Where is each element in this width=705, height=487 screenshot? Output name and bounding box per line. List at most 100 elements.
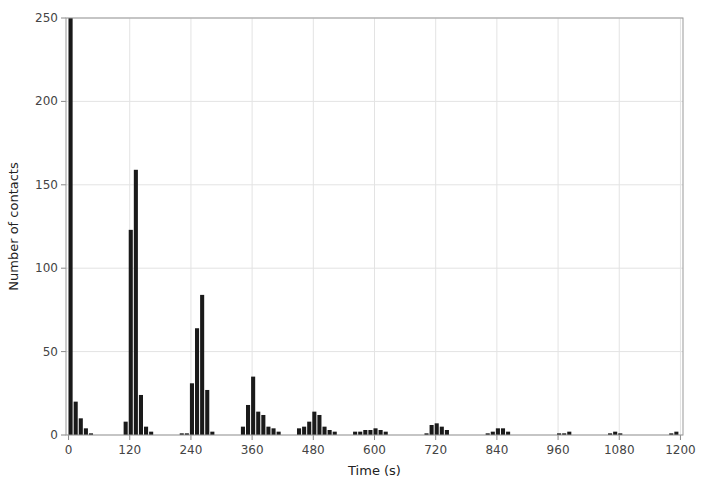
x-tick-label: 120	[118, 443, 141, 457]
bar	[328, 430, 332, 435]
x-tick	[435, 435, 436, 440]
bar	[251, 377, 255, 435]
y-grid-line	[66, 184, 683, 185]
x-grid-line	[558, 18, 559, 435]
bar	[435, 423, 439, 435]
bar	[430, 425, 434, 435]
x-tick	[313, 435, 314, 440]
y-tick-label: 100	[35, 261, 58, 275]
bar	[363, 430, 367, 435]
x-tick-label: 600	[363, 443, 386, 457]
y-tick	[61, 18, 66, 19]
y-tick	[61, 101, 66, 102]
x-grid-line	[252, 18, 253, 435]
bar	[134, 170, 138, 435]
bar	[613, 432, 617, 435]
y-axis-label: Number of contacts	[6, 162, 21, 291]
bar	[210, 432, 214, 435]
bar	[312, 412, 316, 435]
y-tick	[61, 435, 66, 436]
bar	[271, 428, 275, 435]
bar	[501, 428, 505, 435]
bar	[445, 430, 449, 435]
bar	[440, 427, 444, 435]
bar	[506, 432, 510, 435]
bar	[129, 230, 133, 435]
x-tick-label: 0	[65, 443, 73, 457]
bar	[266, 427, 270, 435]
y-tick-label: 150	[35, 178, 58, 192]
x-axis-label: Time (s)	[347, 463, 401, 478]
bar	[674, 432, 678, 435]
bar	[384, 432, 388, 435]
bar	[144, 427, 148, 435]
bar	[241, 427, 245, 435]
bar	[333, 432, 337, 435]
y-tick-label: 250	[35, 11, 58, 25]
bar	[322, 427, 326, 435]
bar	[261, 415, 265, 435]
bar	[277, 432, 281, 435]
x-grid-line	[619, 18, 620, 435]
bar	[496, 428, 500, 435]
bar	[195, 328, 199, 435]
bar	[491, 432, 495, 435]
y-tick-label: 50	[43, 345, 58, 359]
x-grid-line	[680, 18, 681, 435]
bar	[200, 295, 204, 435]
bars	[69, 18, 679, 435]
bar	[124, 422, 128, 435]
bar	[74, 402, 78, 435]
x-grid-line	[435, 18, 436, 435]
bar	[246, 405, 250, 435]
bar	[302, 427, 306, 435]
x-tick	[129, 435, 130, 440]
x-tick-label: 240	[179, 443, 202, 457]
x-grid-line	[190, 18, 191, 435]
x-tick-label: 840	[485, 443, 508, 457]
x-tick-label: 960	[547, 443, 570, 457]
x-tick-label: 720	[424, 443, 447, 457]
bar	[190, 383, 194, 435]
grid	[66, 18, 683, 435]
x-tick-label: 1080	[604, 443, 635, 457]
bar	[205, 390, 209, 435]
x-tick	[680, 435, 681, 440]
bar	[79, 418, 83, 435]
bar	[353, 432, 357, 435]
bar	[297, 428, 301, 435]
x-tick	[68, 435, 69, 440]
bar	[69, 18, 73, 435]
x-tick	[190, 435, 191, 440]
y-tick	[61, 351, 66, 352]
bar	[139, 395, 143, 435]
y-tick	[61, 268, 66, 269]
y-tick	[61, 184, 66, 185]
x-tick	[619, 435, 620, 440]
bar	[368, 430, 372, 435]
x-tick-label: 360	[241, 443, 264, 457]
plot-frame	[66, 18, 683, 435]
bar	[373, 428, 377, 435]
bar	[256, 412, 260, 435]
chart: 0 120 240 360 480 600 720 840 960 1080 1200 0 50 100 1…	[0, 0, 705, 487]
bar	[379, 430, 383, 435]
x-tick-label: 480	[302, 443, 325, 457]
ticks: 0 120 240 360 480 600 720 840 960 1080 1200 0 50 100 1…	[35, 11, 696, 457]
bar	[317, 415, 321, 435]
x-grid-line	[496, 18, 497, 435]
bar	[358, 432, 362, 435]
plot-area	[66, 18, 683, 435]
x-grid-line	[313, 18, 314, 435]
y-tick-label: 0	[50, 428, 58, 442]
x-tick	[496, 435, 497, 440]
y-grid-line	[66, 268, 683, 269]
bar	[307, 422, 311, 435]
x-tick	[374, 435, 375, 440]
bar	[84, 428, 88, 435]
x-tick	[558, 435, 559, 440]
y-grid-line	[66, 351, 683, 352]
x-tick-label: 1200	[665, 443, 696, 457]
x-tick	[252, 435, 253, 440]
x-grid-line	[374, 18, 375, 435]
